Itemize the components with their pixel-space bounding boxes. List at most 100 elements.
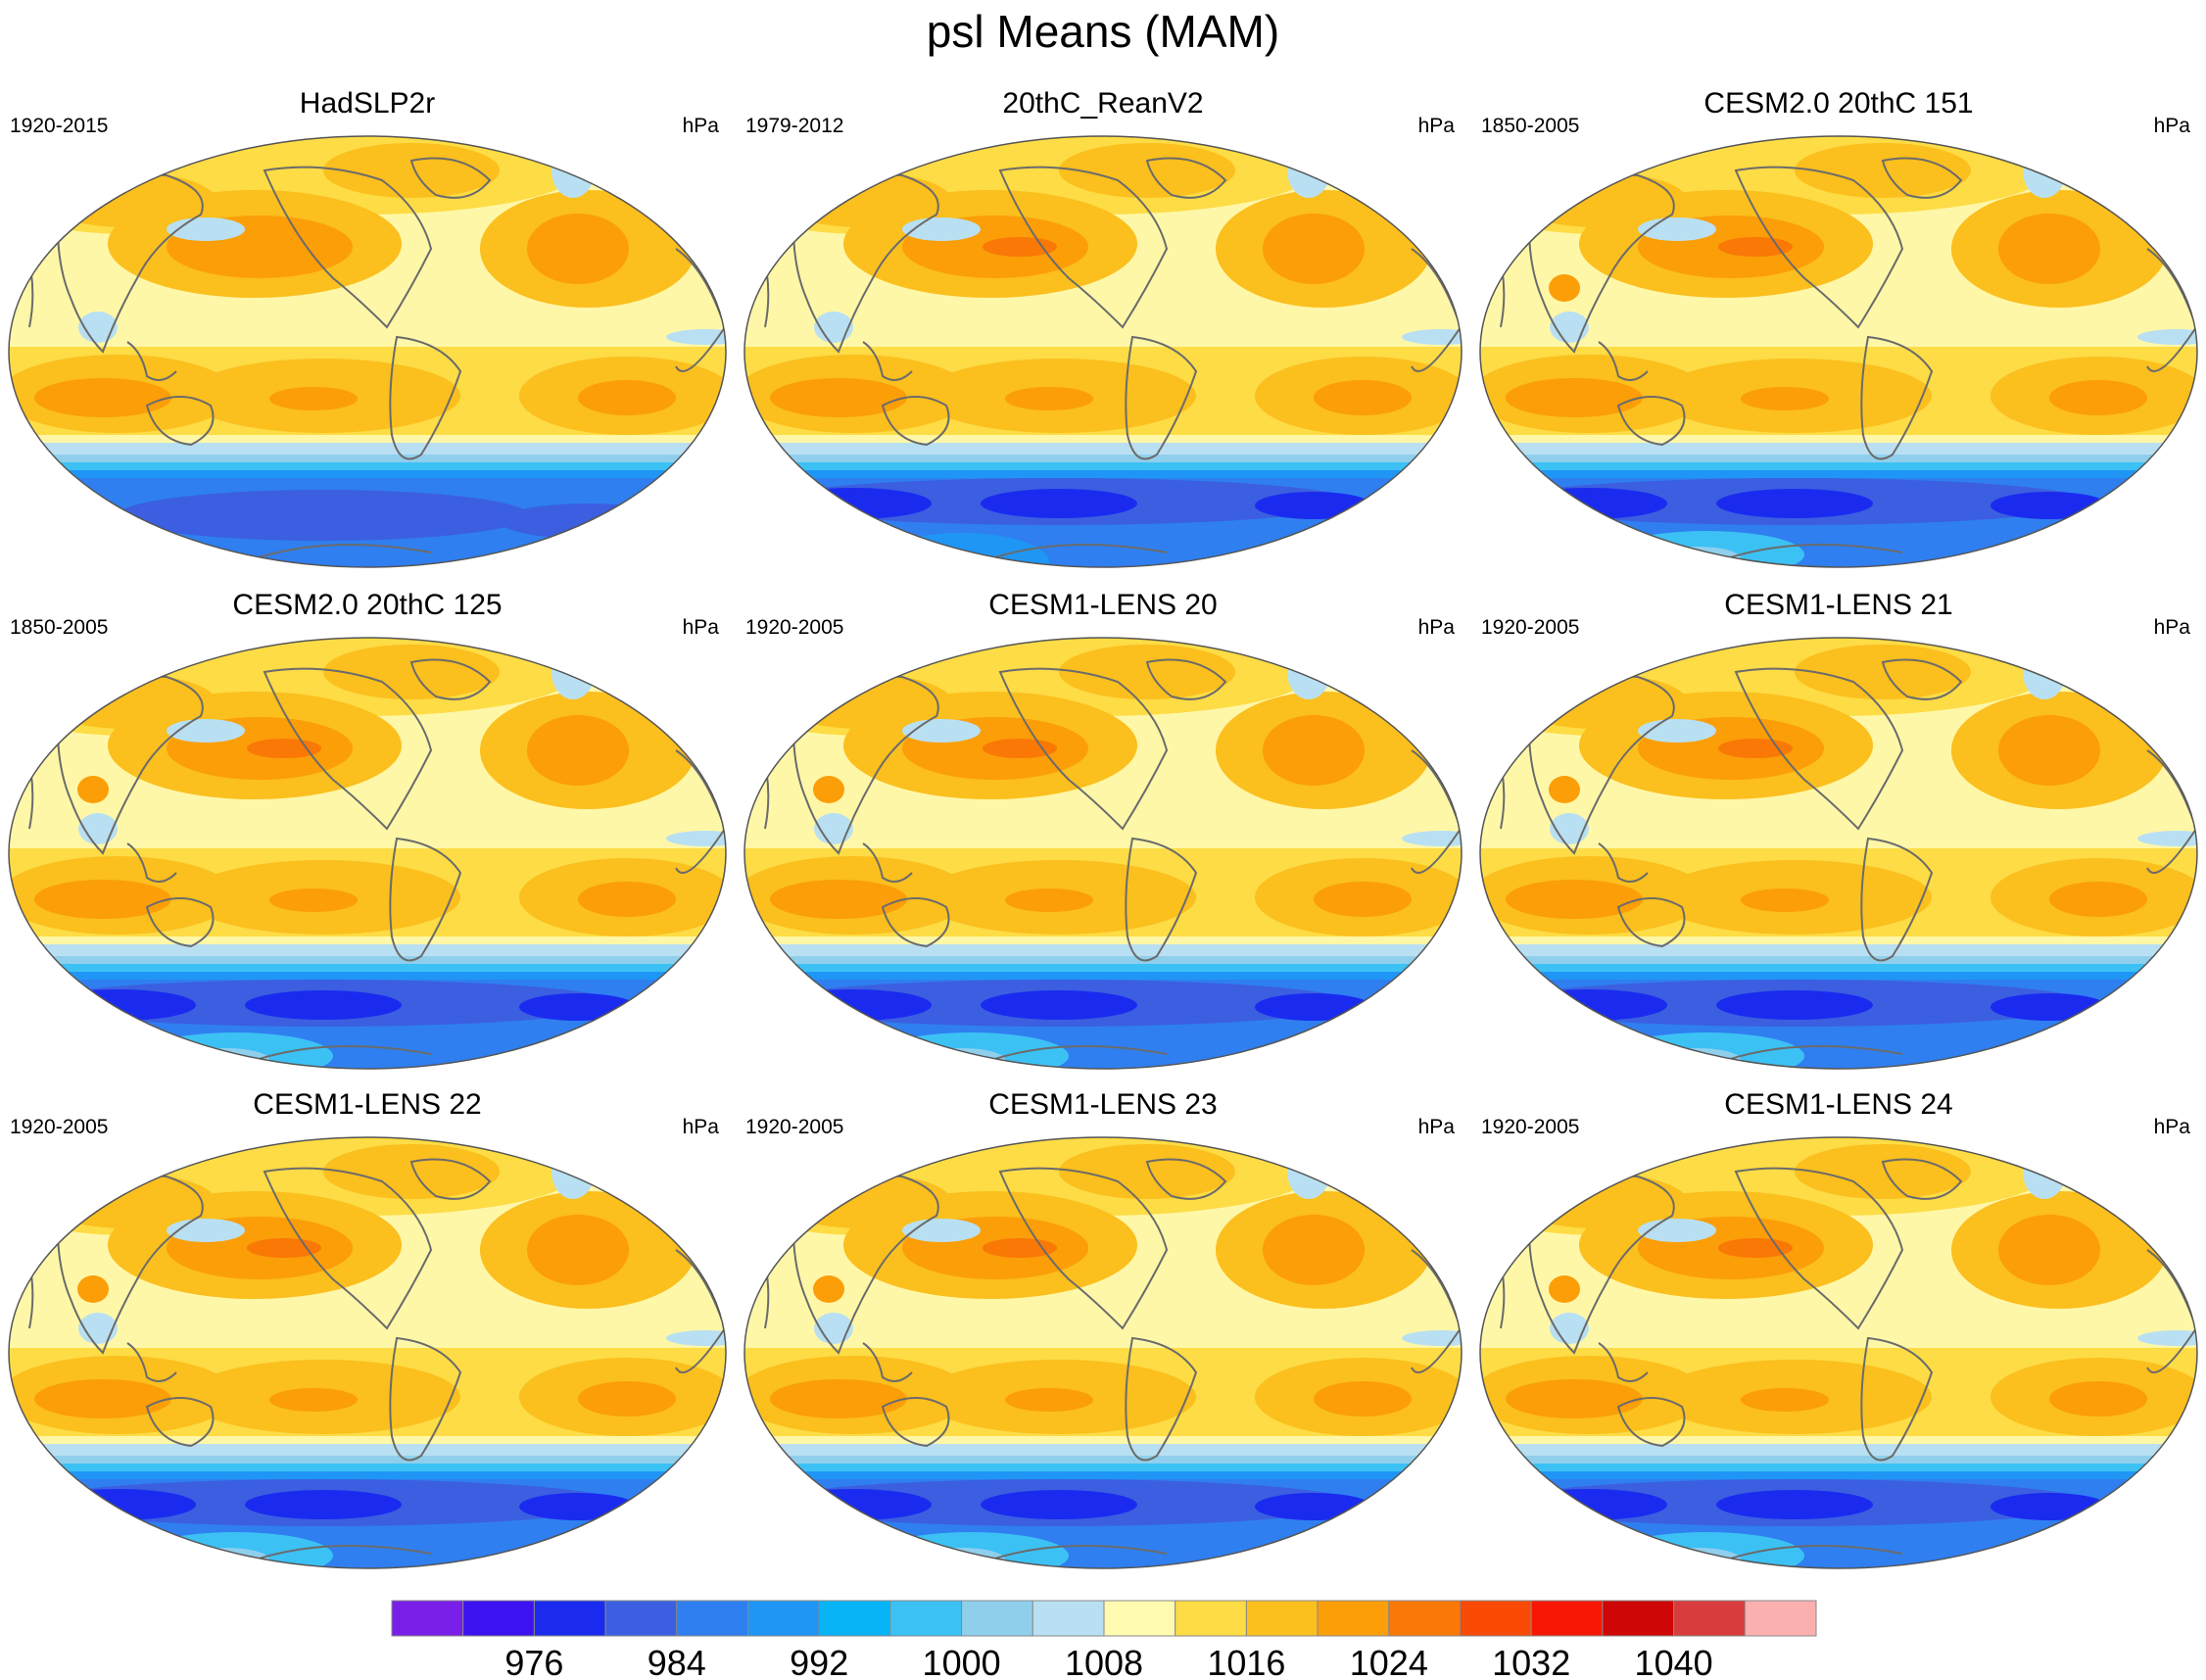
high-south-atlantic [1314,882,1412,917]
contour-996 [9,470,726,480]
icelandic-low [1287,1144,1330,1199]
map-border [743,1136,1463,1569]
contour-1008 [9,1444,726,1458]
low-core-indian [775,1489,932,1520]
tibet-high [813,1275,844,1303]
contour-1000 [9,1464,726,1473]
high-north-atlantic [1998,1215,2100,1285]
coastline-greenland [409,157,492,199]
coastlines [1490,157,2197,563]
psl-field [744,136,1462,567]
coastline-asia [791,173,939,354]
colorbar-label: 992 [790,1643,848,1680]
robinson-map [8,135,727,568]
icelandic-low [552,645,595,699]
high-core-pacific [247,1238,321,1258]
robinson-map [1479,1136,2198,1569]
coastline-maritime [1598,341,1649,381]
panel-years: 1850-2005 [1481,115,1580,137]
map-panel: CESM1-LENS 24 1920-2005 hPa [1471,1085,2206,1575]
coastline-maritime [862,1342,913,1382]
coastline-south-america [1860,1336,1934,1462]
colorbar-swatch [1031,1600,1105,1637]
contour-1020-greenland [1059,143,1235,198]
map-panel: 20thC_ReanV2 1979-2012 hPa [736,84,1470,574]
contour-1004 [9,455,726,464]
contour-996 [744,972,1462,982]
panel-title: CESM1-LENS 21 [1724,589,1953,621]
high-south-pacific [269,1388,358,1412]
psl-field [744,638,1462,1069]
contour-1020-greenland [1059,1144,1235,1199]
coastline-australia [1616,1397,1686,1448]
high-core-pacific [983,739,1057,758]
coastline-antarctica [980,1545,1168,1564]
panel-years: 1920-2005 [1481,1116,1580,1138]
high-north-atlantic [527,214,629,284]
coastlines [754,658,1462,1065]
psl-field [1480,136,2197,567]
coastline-antarctica [244,544,432,563]
contour-1020-greenland [323,1144,500,1199]
coastline-greenland [409,1158,492,1200]
coastline-greenland [1145,658,1227,700]
contour-1004 [1480,956,2197,966]
panel-title: CESM1-LENS 22 [253,1088,482,1121]
tibet-high [1549,776,1580,803]
coastline-north-america [998,166,1169,329]
high-south-atlantic [578,1381,676,1416]
robinson-map [1479,637,2198,1070]
map-panel: CESM1-LENS 21 1920-2005 hPa [1471,586,2206,1076]
high-north-atlantic [1998,715,2100,786]
colorbar: 976 984 992 1000 1008 1016 1024 1032 1040 [391,1600,1817,1680]
tibet-high [1549,274,1580,302]
contour-1020-greenland [323,645,500,699]
colorbar-swatch [604,1600,678,1637]
coastlines [754,1158,1462,1564]
contour-996 [744,1471,1462,1481]
map-panel: CESM1-LENS 22 1920-2005 hPa [0,1085,735,1575]
coastline-antarctica [980,544,1168,563]
coastline-asia [56,173,204,354]
coastline-south-america [1125,837,1198,962]
high-core-pacific [247,739,321,758]
main-title: psl Means (MAM) [926,6,1280,57]
map-panel: CESM2.0 20thC 125 1850-2005 hPa [0,586,735,1076]
coastline-north-america [1734,1167,1904,1330]
contour-1004 [744,956,1462,966]
low-core-pacific [981,489,1137,518]
psl-field [1480,1137,2197,1568]
high-south-atlantic [2049,1381,2147,1416]
coastline-asia [1527,675,1675,855]
contour-996 [9,972,726,982]
coastline-south-america [389,837,462,962]
coastline-asia [1527,1175,1675,1355]
coastlines [1490,658,2197,1065]
high-indian-ocean [1506,378,1643,417]
colorbar-label: 1040 [1635,1643,1713,1680]
high-south-atlantic [2049,380,2147,415]
coastline-north-america [263,1167,433,1330]
map-panel: CESM1-LENS 23 1920-2005 hPa [736,1085,1470,1575]
high-north-atlantic [527,1215,629,1285]
high-core-pacific [1718,1238,1793,1258]
map-border [743,637,1463,1070]
coastline-australia [1616,897,1686,948]
contour-1008 [1480,944,2197,958]
coastline-asia [56,675,204,855]
coastline-greenland [409,658,492,700]
colorbar-label: 1000 [923,1643,1001,1680]
colorbar-swatch [1602,1600,1675,1637]
map-border [8,637,727,1070]
coastline-south-america [1125,335,1198,460]
high-south-pacific [1005,387,1093,410]
colorbar-swatch [1317,1600,1390,1637]
contour-996 [744,470,1462,480]
colorbar-swatch [1460,1600,1532,1637]
robinson-map [743,637,1463,1070]
contour-1008 [744,944,1462,958]
map-border [8,1136,727,1569]
coastline-maritime [1598,1342,1649,1382]
icelandic-low [1287,143,1330,198]
high-indian-ocean [34,880,171,919]
